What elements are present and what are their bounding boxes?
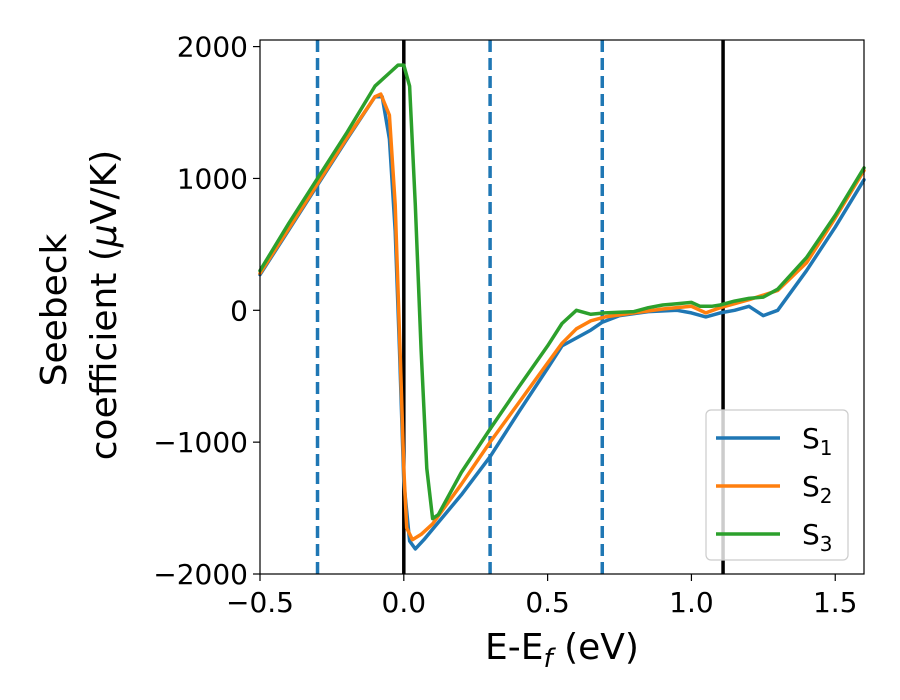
- y-axis-label-line2: coefficient (μV/K): [84, 150, 125, 460]
- x-tick-label: 1.5: [813, 586, 858, 619]
- y-tick-label: 1000: [177, 162, 248, 195]
- y-tick-label: −2000: [153, 558, 248, 591]
- legend: S1 S2 S3: [705, 409, 849, 561]
- x-tick-label: −0.5: [226, 586, 294, 619]
- y-tick-label: 2000: [177, 31, 248, 64]
- y-tick-label: 0: [230, 294, 248, 327]
- series-line-s3: [258, 63, 866, 521]
- x-tick-label: 1.0: [669, 586, 714, 619]
- series-line-s1: [258, 94, 866, 551]
- x-axis-ticks: −0.5 0.0 0.5 1.0 1.5: [226, 574, 858, 619]
- x-axis-label: E-Ef (eV): [485, 627, 639, 674]
- plot-frame: [259, 39, 865, 575]
- legend-label: S2: [802, 470, 833, 508]
- series-line-s2: [258, 92, 866, 542]
- y-axis-label-line1: Seebeck: [34, 233, 75, 386]
- y-axis-label: Seebeck coefficient (μV/K): [34, 150, 125, 460]
- series-lines: [258, 63, 866, 551]
- legend-label: S1: [802, 422, 833, 460]
- reference-lines: [315, 40, 725, 574]
- y-axis-ticks: −2000 −1000 0 1000 2000: [153, 31, 260, 591]
- y-tick-label: −1000: [153, 426, 248, 459]
- x-tick-label: 0.0: [382, 586, 427, 619]
- x-tick-label: 0.5: [525, 586, 570, 619]
- legend-label: S3: [802, 518, 833, 556]
